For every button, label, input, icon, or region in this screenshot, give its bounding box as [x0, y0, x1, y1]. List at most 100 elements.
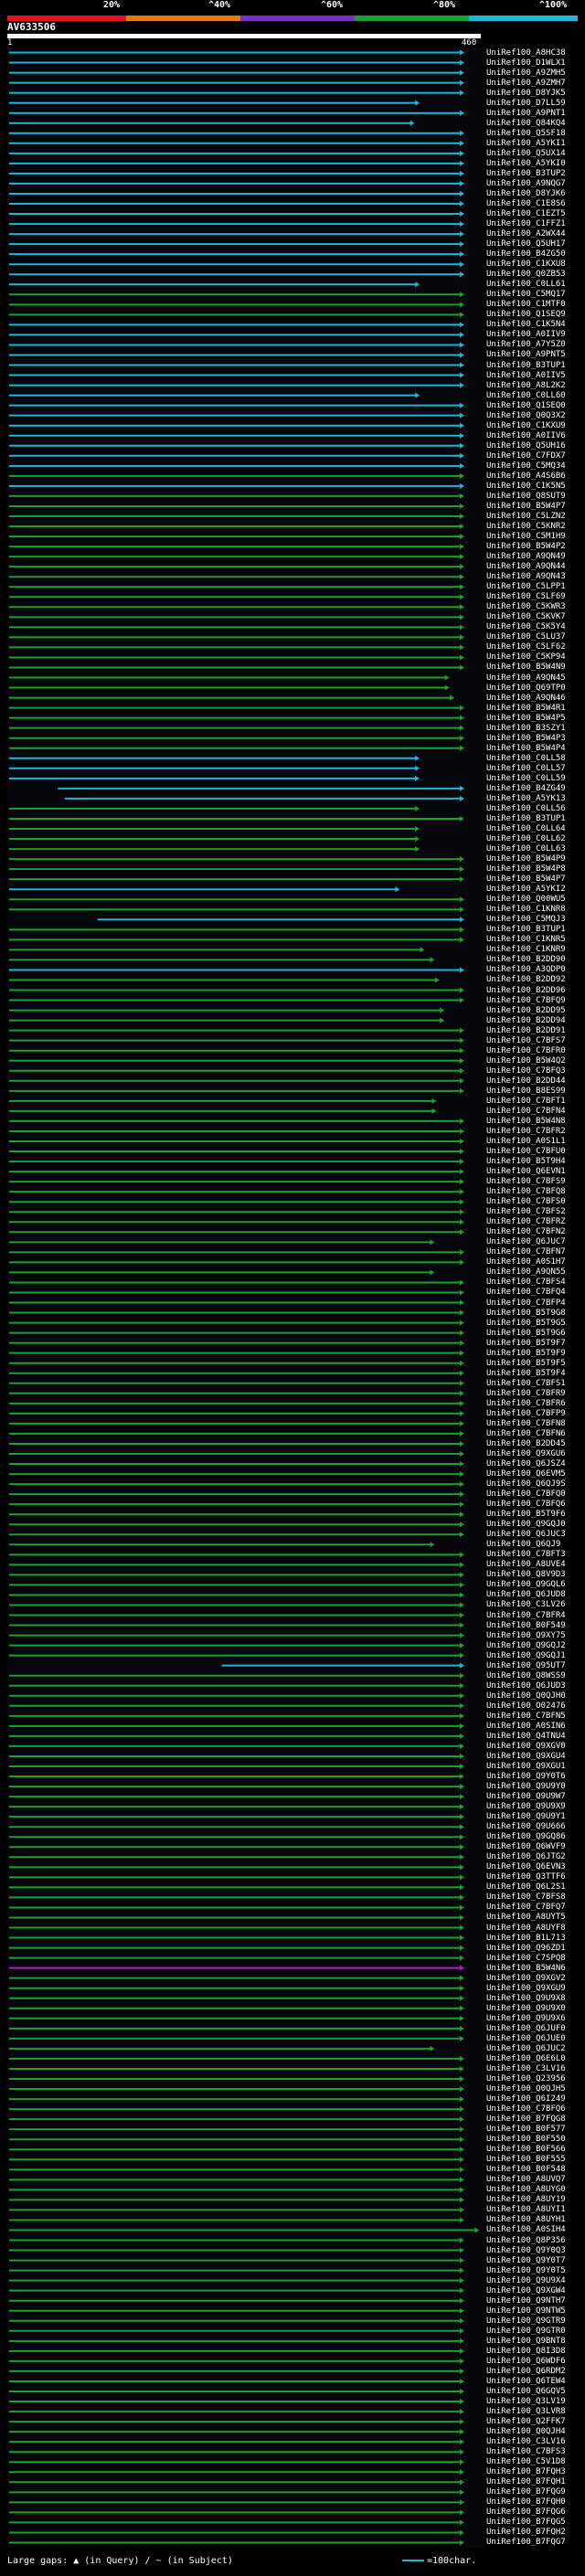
- alignment-label[interactable]: UniRef100_Q9GQJ0: [486, 1520, 566, 1530]
- alignment-label[interactable]: UniRef100_B5W4Q2: [486, 1055, 566, 1065]
- alignment-label[interactable]: UniRef100_A8UVE4: [486, 1560, 566, 1570]
- alignment-label[interactable]: UniRef100_A0IIV6: [486, 430, 566, 440]
- alignment-label[interactable]: UniRef100_B7FQG6: [486, 2507, 566, 2518]
- alignment-label[interactable]: UniRef100_B0F549: [486, 1620, 566, 1630]
- alignment-label[interactable]: UniRef100_B7FQG5: [486, 2518, 566, 2528]
- alignment-label[interactable]: UniRef100_Q6QJ9: [486, 1540, 561, 1550]
- alignment-label[interactable]: UniRef100_C1KNR9: [486, 945, 566, 955]
- alignment-label[interactable]: UniRef100_O02476: [486, 1701, 566, 1711]
- alignment-label[interactable]: UniRef100_A9ZMH7: [486, 78, 566, 88]
- alignment-label[interactable]: UniRef100_A5YKI1: [486, 138, 566, 148]
- alignment-label[interactable]: UniRef100_B5T9F7: [486, 1338, 566, 1348]
- alignment-label[interactable]: UniRef100_A0IIV9: [486, 330, 566, 340]
- alignment-label[interactable]: UniRef100_Q9Y0T5: [486, 2265, 566, 2275]
- alignment-label[interactable]: UniRef100_Q3TTF6: [486, 1872, 566, 1882]
- alignment-label[interactable]: UniRef100_B2DD92: [486, 975, 566, 985]
- alignment-label[interactable]: UniRef100_Q1SEQ0: [486, 400, 566, 410]
- alignment-label[interactable]: UniRef100_C1KXU8: [486, 260, 566, 270]
- alignment-label[interactable]: UniRef100_B7FQH3: [486, 2467, 566, 2477]
- alignment-label[interactable]: UniRef100_B4ZG49: [486, 783, 566, 793]
- alignment-label[interactable]: UniRef100_C5LF69: [486, 592, 566, 602]
- alignment-label[interactable]: UniRef100_Q0ZB53: [486, 270, 566, 280]
- alignment-label[interactable]: UniRef100_C7BFT3: [486, 1550, 566, 1560]
- alignment-label[interactable]: UniRef100_Q9U9Y1: [486, 1812, 566, 1822]
- alignment-label[interactable]: UniRef100_C7BFN4: [486, 1106, 566, 1116]
- alignment-label[interactable]: UniRef100_Q9GQL6: [486, 1580, 566, 1590]
- alignment-label[interactable]: UniRef100_B5W4P9: [486, 854, 566, 864]
- alignment-label[interactable]: UniRef100_Q6JUD8: [486, 1590, 566, 1600]
- alignment-label[interactable]: UniRef100_B1L713: [486, 1933, 566, 1943]
- alignment-label[interactable]: UniRef100_C7BFQ9: [486, 995, 566, 1005]
- alignment-label[interactable]: UniRef100_Q6I249: [486, 2094, 566, 2104]
- alignment-label[interactable]: UniRef100_Q9NTW5: [486, 2306, 566, 2316]
- alignment-label[interactable]: UniRef100_C5KP94: [486, 652, 566, 663]
- alignment-label[interactable]: UniRef100_C7BFR4: [486, 1610, 566, 1620]
- alignment-label[interactable]: UniRef100_C7BFP9: [486, 1408, 566, 1418]
- alignment-label[interactable]: UniRef100_C5KNR2: [486, 522, 566, 532]
- alignment-label[interactable]: UniRef100_Q4TNU4: [486, 1731, 566, 1741]
- alignment-label[interactable]: UniRef100_Q9U666: [486, 1822, 566, 1832]
- alignment-label[interactable]: UniRef100_Q8WSS9: [486, 1670, 566, 1680]
- alignment-label[interactable]: UniRef100_C5MQ17: [486, 290, 566, 300]
- alignment-label[interactable]: UniRef100_C7BFS3: [486, 2447, 566, 2457]
- alignment-label[interactable]: UniRef100_A5YKI2: [486, 885, 566, 895]
- alignment-label[interactable]: UniRef100_C7BFP4: [486, 1298, 566, 1308]
- alignment-label[interactable]: UniRef100_A5YKI0: [486, 158, 566, 168]
- alignment-label[interactable]: UniRef100_B5W4P7: [486, 875, 566, 885]
- alignment-label[interactable]: UniRef100_C7BFS0: [486, 1197, 566, 1207]
- alignment-label[interactable]: UniRef100_C5LZN2: [486, 512, 566, 521]
- alignment-label[interactable]: UniRef100_B2DD96: [486, 985, 566, 995]
- alignment-label[interactable]: UniRef100_D7LL59: [486, 98, 566, 108]
- alignment-label[interactable]: UniRef100_A0SIH4: [486, 2225, 566, 2235]
- alignment-label[interactable]: UniRef100_C7BFN8: [486, 1418, 566, 1428]
- alignment-label[interactable]: UniRef100_C0LL57: [486, 763, 566, 773]
- alignment-label[interactable]: UniRef100_Q8V9D3: [486, 1570, 566, 1580]
- alignment-label[interactable]: UniRef100_Q1SEQ9: [486, 310, 566, 320]
- alignment-label[interactable]: UniRef100_Q9U9X4: [486, 2275, 566, 2285]
- alignment-label[interactable]: UniRef100_B5W4P5: [486, 713, 566, 723]
- alignment-label[interactable]: UniRef100_B0F555: [486, 2155, 566, 2165]
- alignment-label[interactable]: UniRef100_Q95UT7: [486, 1660, 566, 1670]
- alignment-label[interactable]: UniRef100_Q9BNT8: [486, 2336, 566, 2346]
- alignment-label[interactable]: UniRef100_C7BFR9: [486, 1388, 566, 1398]
- alignment-label[interactable]: UniRef100_C1MTF0: [486, 300, 566, 310]
- alignment-label[interactable]: UniRef100_Q6EVN1: [486, 1167, 566, 1177]
- alignment-label[interactable]: UniRef100_A9QN55: [486, 1267, 566, 1277]
- alignment-label[interactable]: UniRef100_Q6EVN3: [486, 1862, 566, 1872]
- alignment-label[interactable]: UniRef100_C5M1H9: [486, 532, 566, 542]
- alignment-label[interactable]: UniRef100_Q6WDF6: [486, 2356, 566, 2366]
- alignment-label[interactable]: UniRef100_B3TUP1: [486, 813, 566, 823]
- alignment-label[interactable]: UniRef100_A8HC38: [486, 48, 566, 58]
- alignment-label[interactable]: UniRef100_C5LF62: [486, 642, 566, 652]
- alignment-label[interactable]: UniRef100_C7FDX7: [486, 451, 566, 461]
- alignment-label[interactable]: UniRef100_B5W4P7: [486, 501, 566, 511]
- alignment-label[interactable]: UniRef100_C7BFT1: [486, 1096, 566, 1106]
- alignment-label[interactable]: UniRef100_B7FQH0: [486, 2497, 566, 2507]
- alignment-label[interactable]: UniRef100_C7BFQ6: [486, 2104, 566, 2115]
- alignment-label[interactable]: UniRef100_C0LL64: [486, 824, 566, 833]
- alignment-label[interactable]: UniRef100_C1E8S6: [486, 199, 566, 208]
- alignment-label[interactable]: UniRef100_C7BFRZ: [486, 1217, 566, 1227]
- alignment-label[interactable]: UniRef100_C5K5Y4: [486, 622, 566, 632]
- alignment-label[interactable]: UniRef100_A9NQG7: [486, 178, 566, 188]
- alignment-label[interactable]: UniRef100_Q9XGU1: [486, 1762, 566, 1771]
- alignment-label[interactable]: UniRef100_B3SZY1: [486, 723, 566, 733]
- alignment-label[interactable]: UniRef100_Q5UX14: [486, 148, 566, 158]
- alignment-label[interactable]: UniRef100_B4ZG50: [486, 249, 566, 260]
- alignment-label[interactable]: UniRef100_A0IIV5: [486, 370, 566, 380]
- alignment-label[interactable]: UniRef100_B0F550: [486, 2135, 566, 2145]
- alignment-label[interactable]: UniRef100_A8UVQ7: [486, 2175, 566, 2185]
- alignment-label[interactable]: UniRef100_Q6RDM2: [486, 2366, 566, 2376]
- alignment-label[interactable]: UniRef100_A3QDP0: [486, 965, 566, 975]
- alignment-label[interactable]: UniRef100_B2DD94: [486, 1015, 566, 1025]
- alignment-label[interactable]: UniRef100_Q9Y0Q3: [486, 2245, 566, 2255]
- alignment-label[interactable]: UniRef100_A0S1H7: [486, 1257, 566, 1267]
- alignment-label[interactable]: UniRef100_A8UYF8: [486, 1923, 566, 1933]
- alignment-label[interactable]: UniRef100_C7BFS2: [486, 1207, 566, 1217]
- alignment-label[interactable]: UniRef100_Q6QJ9S: [486, 1479, 566, 1489]
- alignment-label[interactable]: UniRef100_Q9U9X0: [486, 2003, 566, 2013]
- alignment-label[interactable]: UniRef100_C3LV26: [486, 1600, 566, 1610]
- alignment-label[interactable]: UniRef100_Q8I3D8: [486, 2346, 566, 2356]
- alignment-label[interactable]: UniRef100_A8UYT5: [486, 1913, 566, 1923]
- alignment-label[interactable]: UniRef100_C7BFR2: [486, 1126, 566, 1136]
